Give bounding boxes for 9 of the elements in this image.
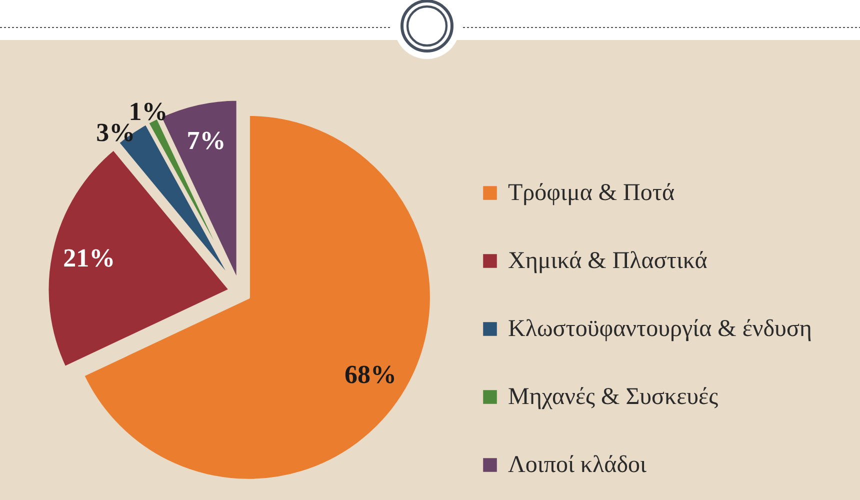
data-label: 68% (344, 360, 397, 389)
legend-label: Τρόφιμα & Ποτά (508, 180, 676, 206)
legend-label: Κλωστοϋφαντουργία & ένδυση (508, 316, 812, 342)
legend-label: Μηχανές & Συσκευές (508, 384, 719, 410)
data-label: 1% (128, 97, 168, 126)
data-label: 7% (186, 126, 226, 156)
legend-label: Λοιποί κλάδοι (508, 452, 648, 478)
data-label: 21% (63, 243, 116, 272)
legend-label: Χημικά & Πλαστικά (508, 248, 708, 274)
